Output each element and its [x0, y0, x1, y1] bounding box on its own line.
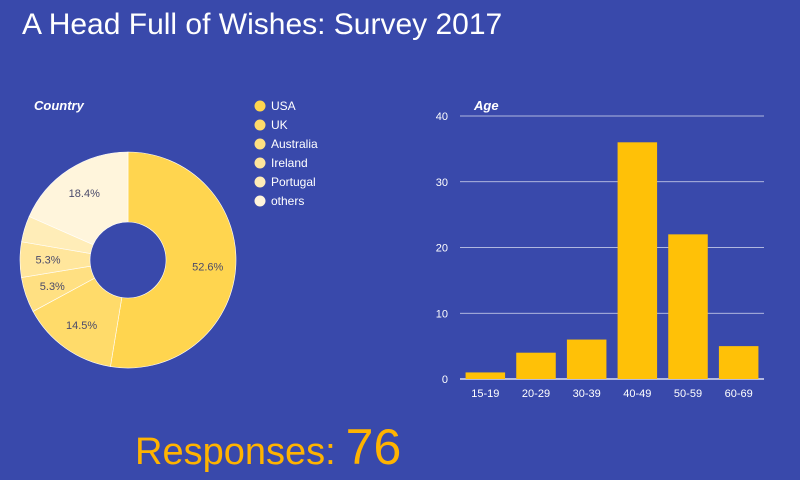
page-title: A Head Full of Wishes: Survey 2017	[22, 8, 503, 41]
bar-30-39	[566, 339, 607, 379]
age-chart: Age 15-19 20-29 30-39 40-49 50-59 60-69 0 10 20…	[436, 98, 764, 400]
legend-swatch	[254, 176, 266, 188]
x-tick-label: 30-39	[573, 388, 601, 400]
legend-item-usa: USA	[271, 99, 296, 113]
country-chart-title: Country	[34, 98, 85, 113]
x-tick-label: 15-19	[471, 388, 499, 400]
y-tick-label: 20	[436, 243, 448, 255]
responses-value: 76	[345, 419, 402, 475]
pie-data-label: 18.4%	[69, 188, 100, 200]
y-tick-label: 40	[436, 111, 448, 123]
x-tick-label: 40-49	[623, 388, 651, 400]
pie-legend: USA UK Australia Ireland Portugal others	[254, 99, 318, 208]
pie-slice-uk	[32, 277, 123, 367]
legend-swatch	[254, 138, 266, 150]
y-tick-labels: 0 10 20 30 40	[436, 111, 448, 386]
pie-data-label: 5.3%	[35, 255, 60, 267]
pie-slice-usa	[110, 151, 237, 369]
country-chart: Country 52.6% 14.5% 5.3% 5.3% 18.4% USA UK Aus…	[19, 98, 318, 369]
pie-data-label: 5.3%	[40, 281, 65, 293]
pie-labels: 52.6% 14.5% 5.3% 5.3% 18.4%	[35, 188, 223, 332]
legend-swatch	[254, 157, 266, 169]
x-tick-label: 50-59	[674, 388, 702, 400]
pie-data-label: 14.5%	[66, 320, 97, 332]
x-tick-labels: 15-19 20-29 30-39 40-49 50-59 60-69	[471, 388, 752, 400]
bar-50-59	[668, 234, 708, 379]
responses-count: Responses: 76	[135, 418, 401, 476]
legend-swatch	[254, 119, 266, 131]
y-tick-label: 30	[436, 177, 448, 189]
y-tick-label: 0	[442, 374, 448, 386]
legend-item-ireland: Ireland	[271, 156, 308, 170]
legend-swatch	[254, 195, 266, 207]
legend-item-uk: UK	[271, 118, 288, 132]
bars	[465, 142, 759, 379]
pie-slice-others	[28, 151, 129, 246]
legend-item-others: others	[271, 194, 304, 208]
grid-lines	[460, 115, 764, 380]
bar-60-69	[718, 346, 759, 379]
bar-15-19	[465, 372, 506, 379]
x-tick-label: 20-29	[522, 388, 550, 400]
pie-slices	[19, 151, 237, 369]
x-tick-label: 60-69	[725, 388, 753, 400]
legend-item-portugal: Portugal	[271, 175, 316, 189]
responses-label: Responses:	[135, 431, 336, 473]
pie-data-label: 52.6%	[192, 262, 223, 274]
bar-40-49	[617, 142, 658, 379]
bar-20-29	[516, 352, 556, 379]
y-tick-label: 10	[436, 308, 448, 320]
legend-item-australia: Australia	[271, 137, 318, 151]
legend-swatch	[254, 100, 266, 112]
age-chart-title: Age	[473, 98, 499, 113]
